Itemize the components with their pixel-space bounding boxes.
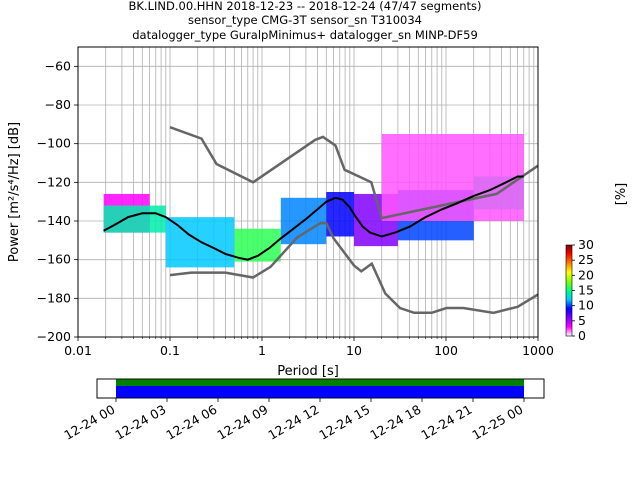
timeline-tick-label: 12-24 06 xyxy=(163,402,219,443)
y-tick-label: −60 xyxy=(45,58,71,73)
y-tick-label: −120 xyxy=(37,174,71,189)
timeline-tick-label: 12-25 00 xyxy=(469,402,525,443)
colorbar-tick-label: 0 xyxy=(578,328,586,343)
timeline-tick-label: 12-24 09 xyxy=(214,402,270,443)
timeline-tick-label: 12-24 15 xyxy=(316,402,372,443)
psd-band xyxy=(103,205,166,233)
x-tick-label: 1 xyxy=(258,343,266,358)
psd-histogram xyxy=(103,134,524,268)
title-line-1: BK.LIND.00.HHN 2018-12-23 -- 2018-12-24 … xyxy=(129,0,482,13)
timeline-tick-label: 12-24 21 xyxy=(418,402,474,443)
high-noise-model-line xyxy=(169,126,538,220)
colorbar-tick-label: 25 xyxy=(578,252,594,267)
colorbar-tick-label: 5 xyxy=(578,313,586,328)
x-tick-label: 0.01 xyxy=(64,343,92,358)
x-tick-label: 1000 xyxy=(522,343,554,358)
mode-line xyxy=(103,175,524,261)
y-tick-label: −180 xyxy=(37,290,71,305)
noise-models xyxy=(169,126,538,315)
y-tick-label: −100 xyxy=(37,136,71,151)
title-line-2: sensor_type CMG-3T sensor_sn T310034 xyxy=(188,13,422,27)
colorbar-tick-label: 30 xyxy=(578,237,594,252)
x-tick-label: 0.1 xyxy=(160,343,180,358)
y-tick-label: −140 xyxy=(37,213,71,228)
grid xyxy=(77,47,538,338)
colorbar-tick-label: 10 xyxy=(578,298,594,313)
colorbar-tick-label: 15 xyxy=(578,283,594,298)
colorbar-label: [%] xyxy=(614,183,629,206)
y-tick-label: −80 xyxy=(45,97,71,112)
timeline-border xyxy=(96,378,545,399)
colorbar-tick-label: 20 xyxy=(578,267,594,282)
timeline-tick-label: 12-24 12 xyxy=(265,402,321,443)
x-tick-label: 100 xyxy=(434,343,458,358)
colorbar-gradient xyxy=(565,244,573,337)
x-axis-label: Period [s] xyxy=(277,364,339,379)
y-axis-label: Power [m²/s⁴/Hz] [dB] xyxy=(7,122,22,262)
timeline-tick-label: 12-24 18 xyxy=(367,402,423,443)
x-tick-label: 10 xyxy=(346,343,362,358)
psd-band xyxy=(381,134,524,221)
plot-frame xyxy=(77,46,539,338)
mode-curve xyxy=(103,175,524,261)
y-tick-label: −200 xyxy=(37,329,71,344)
timeline-tick-label: 12-24 03 xyxy=(112,402,168,443)
y-tick-label: −160 xyxy=(37,252,71,267)
title-line-3: datalogger_type GuralpMinimus+ datalogge… xyxy=(132,28,478,42)
low-noise-model-line xyxy=(169,221,538,315)
timeline-tick-label: 12-24 00 xyxy=(61,402,117,443)
coverage-bar-blue xyxy=(116,386,524,398)
axes: −200 −180 −160 −140 −120 −100 −80 −60 0.01 0.1 1 10… xyxy=(37,58,554,358)
title: BK.LIND.00.HHN 2018-12-23 -- 2018-12-24 … xyxy=(129,0,482,42)
coverage-bar-green xyxy=(116,379,524,386)
